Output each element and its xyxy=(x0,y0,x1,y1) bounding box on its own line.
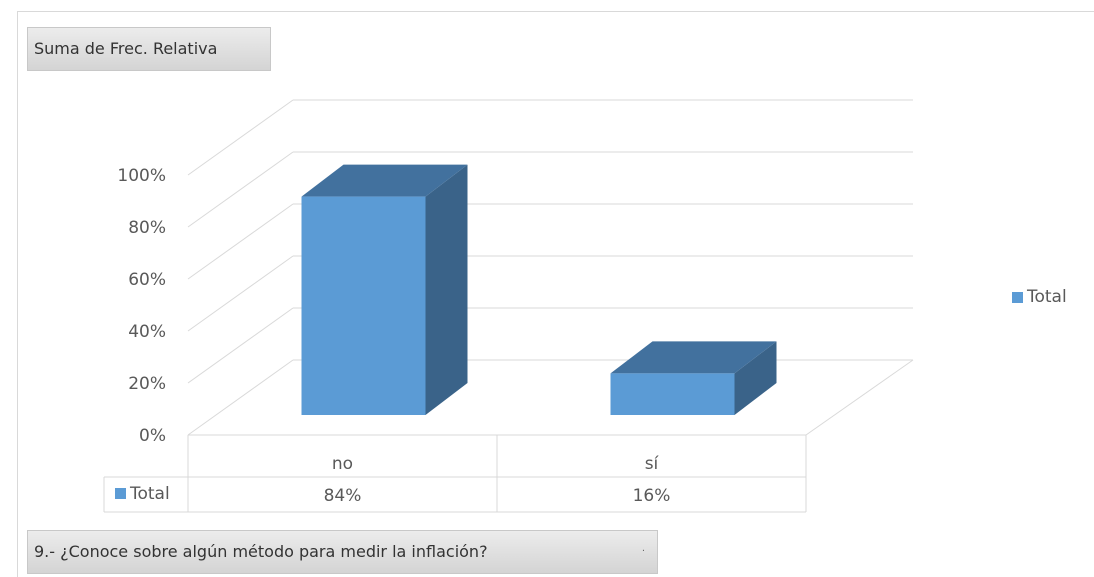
y-tick-label: 20% xyxy=(128,374,166,394)
legend-swatch xyxy=(1012,291,1023,303)
axis-field-label: 9.- ¿Conoce sobre algún método para medi… xyxy=(34,542,488,561)
axis-field-button[interactable]: 9.- ¿Conoce sobre algún método para medi… xyxy=(27,530,658,574)
floor-right-edge xyxy=(805,359,914,436)
y-tick-label: 60% xyxy=(128,270,166,290)
chart-frame xyxy=(17,11,1094,577)
side-wall-gridline xyxy=(187,359,294,436)
bar-top-1 xyxy=(610,341,777,374)
side-wall-gridline xyxy=(187,255,294,332)
y-tick-label: 80% xyxy=(128,218,166,238)
side-wall-gridline xyxy=(187,99,294,176)
bar-top-0 xyxy=(301,164,468,197)
x-category-label: sí xyxy=(645,454,660,474)
side-wall-gridline xyxy=(187,307,294,384)
value-field-label: Suma de Frec. Relativa xyxy=(34,39,218,58)
y-tick-label: 0% xyxy=(139,426,166,446)
legend-label: Total xyxy=(1027,287,1067,307)
bar-0 xyxy=(301,196,426,415)
side-wall-gridline xyxy=(187,203,294,280)
y-tick-label: 100% xyxy=(117,166,166,186)
data-table-value: 84% xyxy=(324,486,362,506)
bar-1 xyxy=(610,373,735,415)
data-table-legend-key xyxy=(115,488,126,499)
y-tick-label: 40% xyxy=(128,322,166,342)
legend[interactable]: Total xyxy=(1012,287,1067,307)
side-wall-gridline xyxy=(187,151,294,228)
x-category-label: no xyxy=(332,454,353,474)
data-table-value: 16% xyxy=(633,486,671,506)
bar-side-0 xyxy=(425,164,468,415)
data-table-row-label: Total xyxy=(129,484,170,504)
dropdown-icon[interactable]: · xyxy=(641,546,645,557)
value-field-button[interactable]: Suma de Frec. Relativa xyxy=(27,27,271,71)
bar-side-1 xyxy=(734,341,777,415)
